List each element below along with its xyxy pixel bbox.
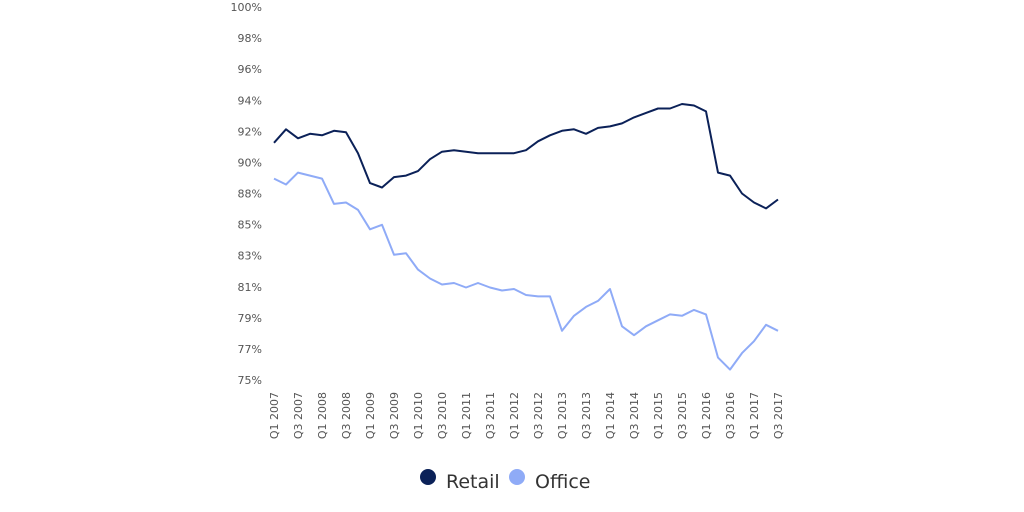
y-tick-label: 85% (238, 219, 262, 232)
legend: Retail Office (420, 469, 590, 493)
y-tick-label: 98% (238, 32, 262, 45)
legend-marker-office (509, 469, 525, 485)
series-line-office (273, 171, 779, 371)
x-tick-label: Q1 2017 (748, 392, 761, 439)
y-tick-label: 96% (238, 63, 262, 76)
x-axis: Q1 2007 Q3 2007 Q1 2008 Q3 2008 Q1 2009 Q3 20… (268, 392, 785, 439)
x-tick-label: Q1 2015 (652, 392, 665, 439)
x-tick-label: Q3 2016 (724, 392, 737, 439)
y-tick-label: 75% (238, 374, 262, 387)
y-axis: 75% 77% 79% 81% 83% 85% 88% 90% 92% 94% 96% 98% 100% (231, 1, 262, 387)
y-tick-label: 94% (238, 94, 262, 107)
series-lines (273, 103, 779, 371)
y-tick-label: 79% (238, 312, 262, 325)
x-tick-label: Q3 2010 (436, 392, 449, 439)
x-tick-label: Q3 2015 (676, 392, 689, 439)
y-tick-label: 77% (238, 343, 262, 356)
y-tick-label: 92% (238, 125, 262, 138)
x-tick-label: Q3 2012 (532, 392, 545, 439)
legend-label-retail: Retail (446, 471, 500, 493)
x-tick-label: Q3 2014 (628, 392, 641, 439)
x-tick-label: Q1 2013 (556, 392, 569, 439)
x-tick-label: Q1 2009 (364, 392, 377, 439)
x-tick-label: Q3 2008 (340, 392, 353, 439)
y-tick-label: 83% (238, 250, 262, 263)
x-tick-label: Q3 2011 (484, 392, 497, 439)
legend-label-office: Office (535, 471, 590, 493)
y-tick-label: 90% (238, 156, 262, 169)
y-tick-label: 100% (231, 1, 262, 14)
x-tick-label: Q3 2007 (292, 392, 305, 439)
y-tick-label: 81% (238, 281, 262, 294)
y-tick-label: 88% (238, 188, 262, 201)
x-tick-label: Q3 2017 (772, 392, 785, 439)
x-tick-label: Q1 2012 (508, 392, 521, 439)
x-tick-label: Q1 2010 (412, 392, 425, 439)
x-tick-label: Q3 2009 (388, 392, 401, 439)
x-tick-label: Q3 2013 (580, 392, 593, 439)
x-tick-label: Q1 2011 (460, 392, 473, 439)
x-tick-label: Q1 2007 (268, 392, 281, 439)
x-tick-label: Q1 2008 (316, 392, 329, 439)
x-tick-label: Q1 2014 (604, 392, 617, 439)
legend-marker-retail (420, 469, 436, 485)
x-tick-label: Q1 2016 (700, 392, 713, 439)
series-line-retail (273, 103, 779, 210)
